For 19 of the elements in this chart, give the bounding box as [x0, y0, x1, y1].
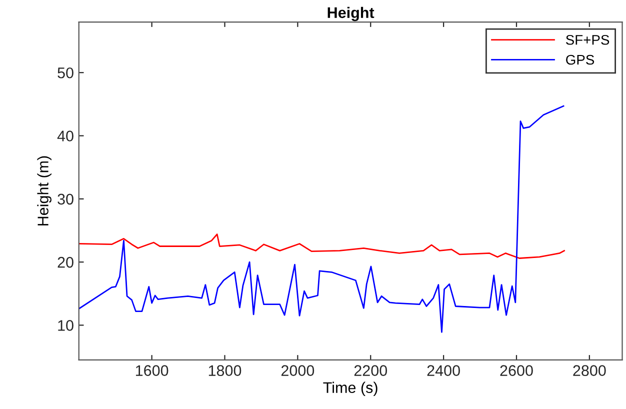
x-tick-label: 1800 — [208, 365, 242, 376]
chart-title: Height — [328, 6, 374, 22]
x-axis-title: Time (s) — [323, 382, 378, 396]
line-series — [78, 234, 565, 259]
y-axis-title: Height (m) — [37, 156, 52, 226]
x-tick-label: 2800 — [573, 365, 606, 376]
legend-label: SF+PS — [566, 34, 610, 45]
x-tick-label: 2600 — [500, 365, 533, 376]
y-tick-label: 40 — [57, 130, 74, 142]
x-tick-label: 1600 — [136, 365, 168, 376]
legend-label: GPS — [566, 54, 594, 65]
line-series — [78, 105, 564, 333]
x-tick-label: 2000 — [281, 365, 314, 376]
y-tick-label: 20 — [58, 256, 74, 268]
y-tick-label: 10 — [58, 320, 74, 331]
x-tick-label: 2400 — [427, 365, 460, 376]
y-tick-label: 50 — [58, 67, 74, 78]
y-tick-label: 30 — [58, 194, 74, 205]
x-tick-label: 2200 — [354, 365, 388, 376]
